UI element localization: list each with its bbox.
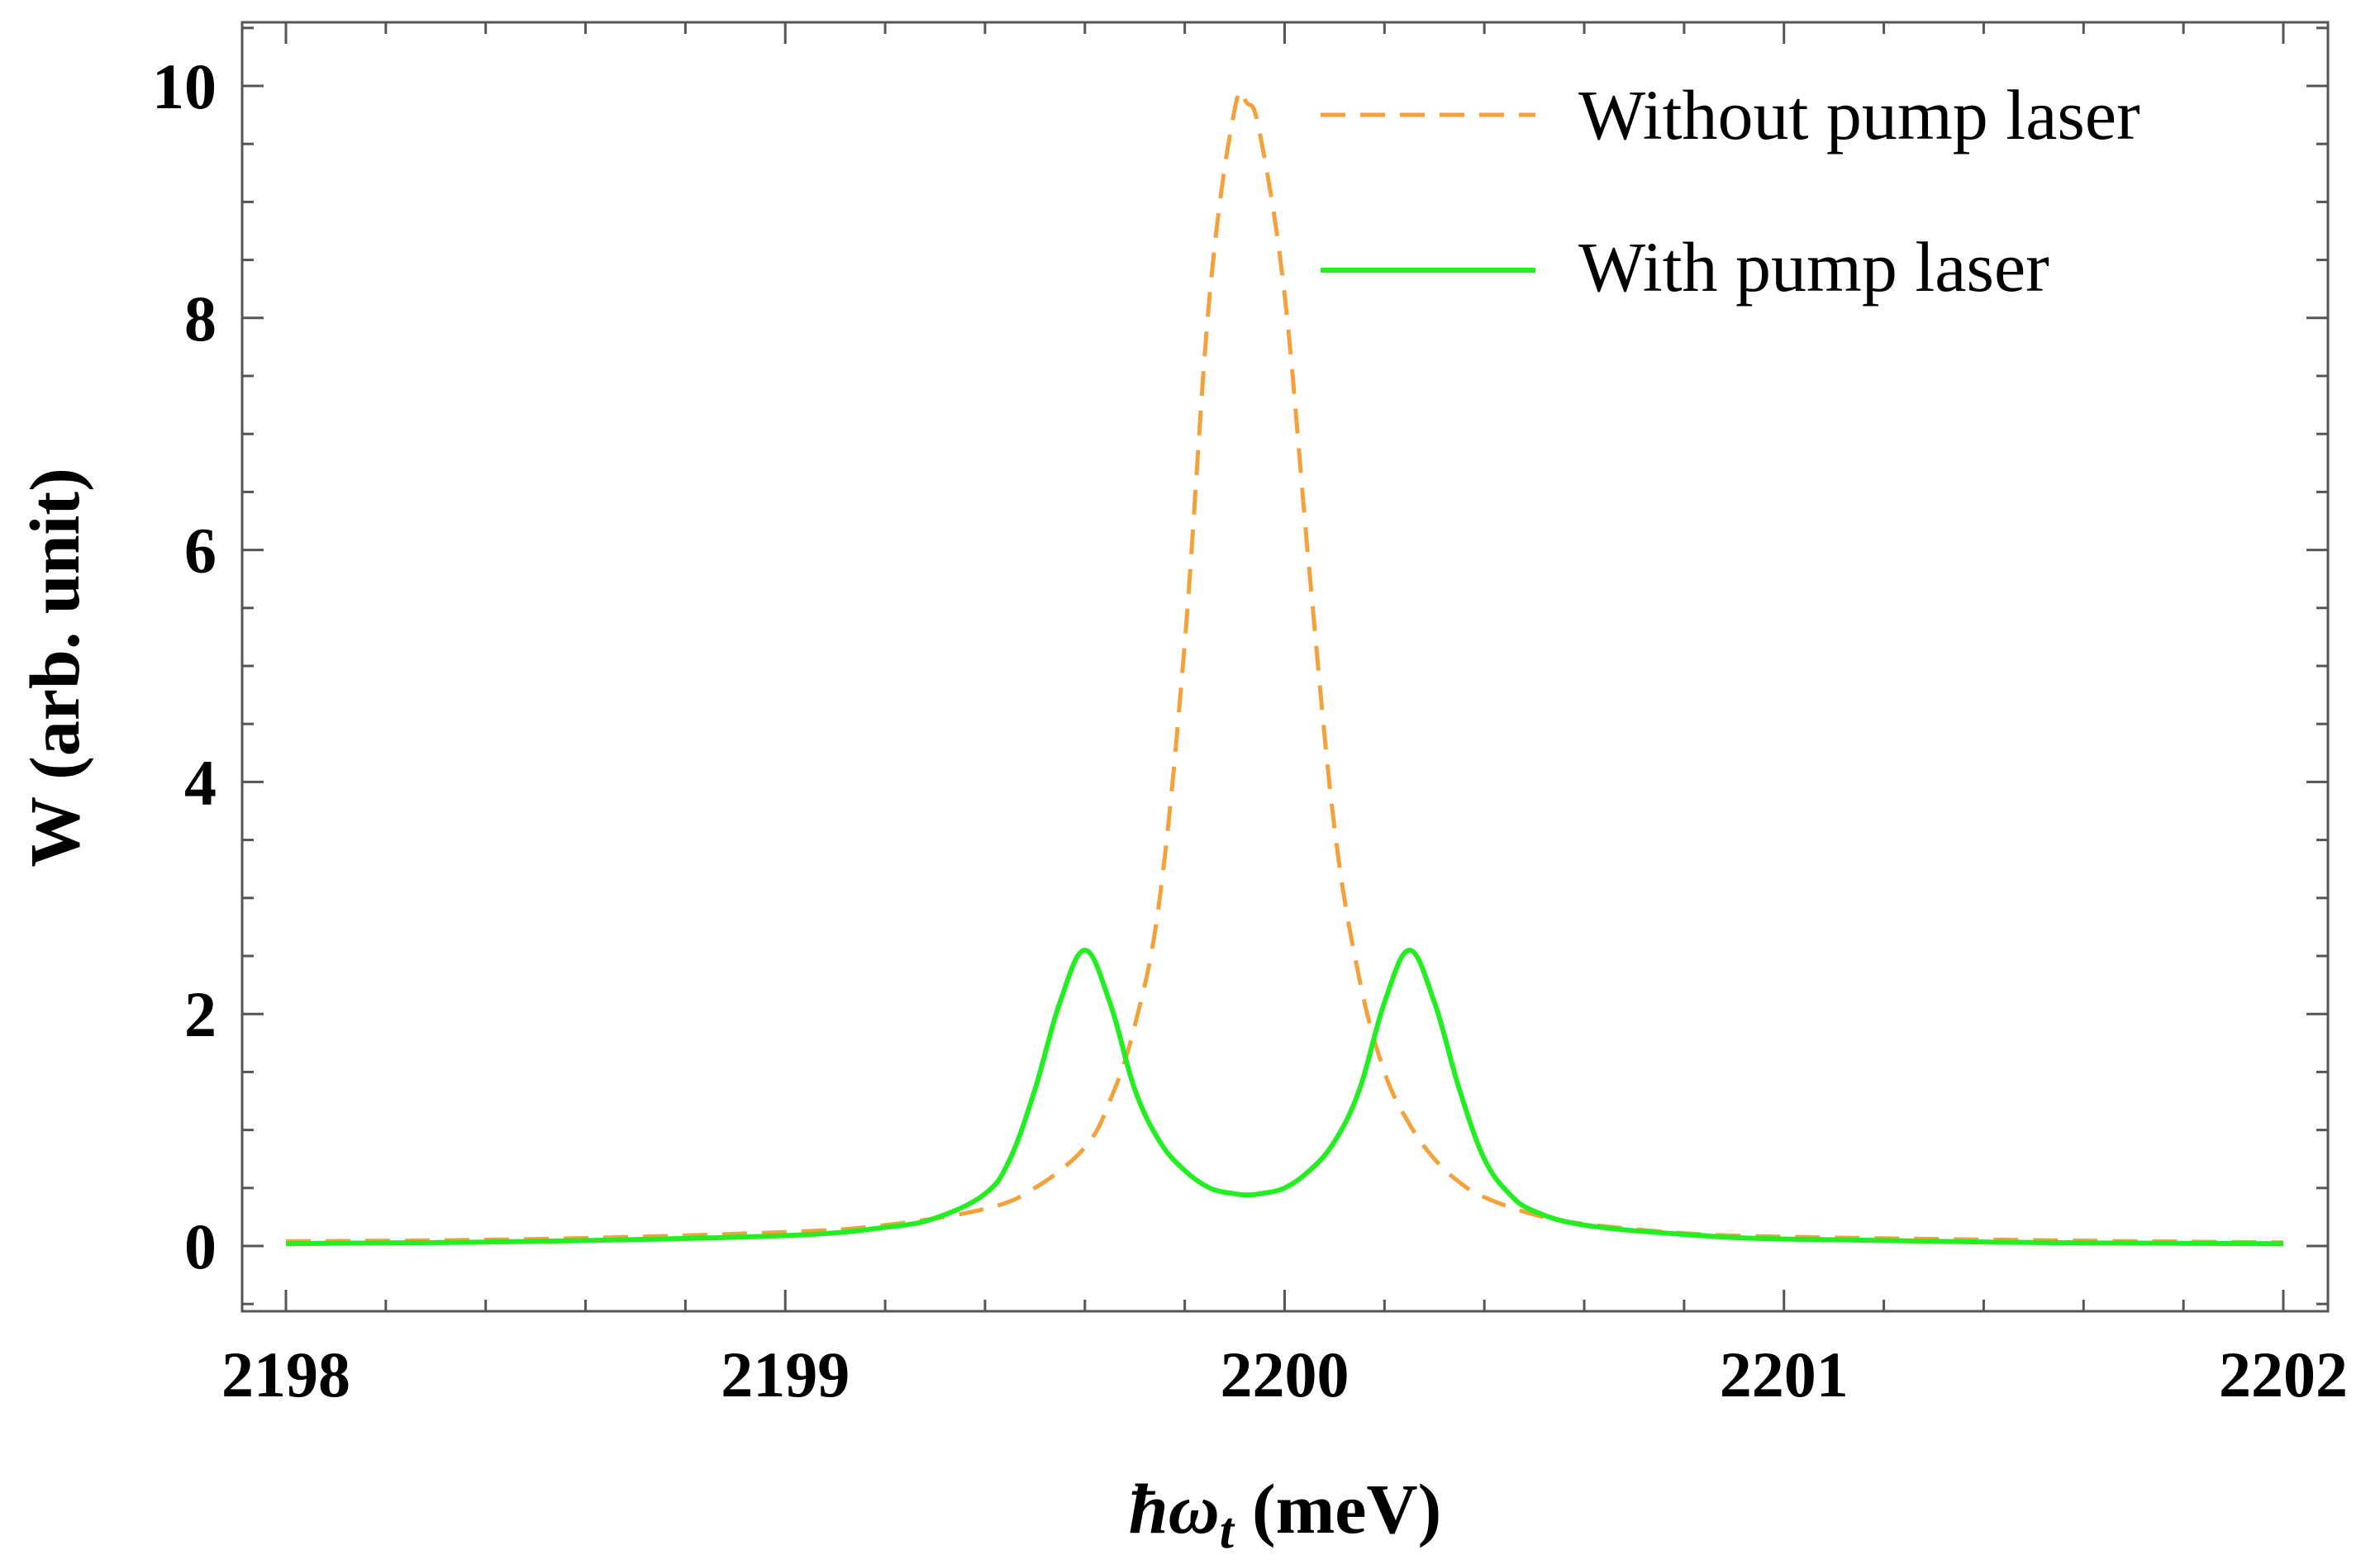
legend-label-with-pump-laser: With pump laser	[1578, 227, 2049, 307]
y-tick-label: 10	[152, 50, 217, 122]
x-tick-label: 2201	[1720, 1339, 1849, 1410]
x-tick-label: 2198	[221, 1339, 350, 1410]
x-axis-label: ħωt (meV)	[1129, 1469, 1441, 1555]
tick-labels-layer: 2198 2199 2200 2201 2202 0 2 4 6 8 10	[152, 50, 2348, 1410]
y-tick-label: 0	[184, 1210, 217, 1282]
y-axis-label: W (arb. unit)	[15, 468, 94, 867]
legend: Without pump laser With pump laser	[1321, 75, 2140, 307]
x-tick-label: 2200	[1221, 1339, 1349, 1410]
x-axis-label-main: ħω	[1129, 1469, 1220, 1548]
x-tick-label: 2202	[2219, 1339, 2348, 1410]
x-tick-label: 2199	[721, 1339, 850, 1410]
y-tick-label: 6	[184, 515, 217, 587]
series-layer	[285, 88, 2284, 1247]
plot-layers: 2198 2199 2200 2201 2202 0 2 4 6 8 10	[152, 21, 2348, 1410]
x-axis-label-unit: (meV)	[1252, 1469, 1441, 1548]
x-axis-label-subscript: t	[1220, 1503, 1235, 1555]
y-tick-label: 8	[184, 283, 217, 354]
y-tick-label: 4	[184, 746, 217, 818]
ticks-layer	[242, 22, 2328, 1311]
y-tick-label: 2	[184, 978, 217, 1050]
legend-label-without-pump-laser: Without pump laser	[1578, 75, 2140, 155]
series-line-with-pump-laser	[285, 948, 2284, 1247]
